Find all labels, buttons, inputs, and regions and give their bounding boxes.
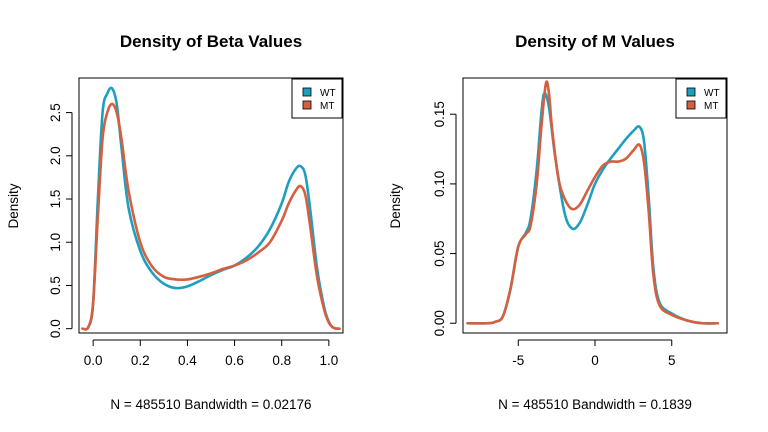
m-legend-box (675, 78, 727, 119)
m-series-line-mt (466, 80, 720, 325)
beta-legend-swatch-wt (302, 87, 312, 97)
beta-x-tick-label: 1.0 (319, 353, 338, 368)
beta-x-axis: 0.0 0.2 0.4 0.6 0.8 1.0 (84, 339, 338, 368)
beta-legend-label-wt: WT (320, 88, 336, 99)
m-legend-swatch-mt (686, 100, 696, 110)
m-x-tick-label: 0 (591, 353, 599, 368)
beta-plot-frame (78, 77, 344, 334)
beta-series-line-mt (81, 102, 341, 331)
beta-x-tick-label: 0.4 (178, 353, 197, 368)
m-y-axis-label: Density (388, 183, 403, 228)
beta-y-tick-label: 1.5 (48, 190, 63, 209)
beta-y-tick-label: 1.0 (48, 233, 63, 252)
m-y-tick-label: 0.00 (432, 310, 447, 336)
beta-legend: WT MT (291, 78, 343, 119)
beta-legend-label-mt: MT (320, 101, 334, 112)
beta-y-tick-label: 2.0 (48, 146, 63, 165)
beta-series-line-wt (81, 86, 341, 331)
m-y-axis: 0.00 0.05 0.10 0.15 (432, 101, 457, 336)
m-legend: WT MT (675, 78, 727, 119)
beta-y-tick-label: 0.0 (48, 319, 63, 338)
m-plot-frame (462, 77, 728, 334)
m-legend-swatch-wt (686, 87, 696, 97)
beta-x-tick-label: 0.2 (131, 353, 150, 368)
beta-y-axis-label: Density (6, 183, 21, 228)
m-x-axis-label: N = 485510 Bandwidth = 0.1839 (498, 397, 692, 412)
beta-series-lines (81, 86, 341, 331)
m-x-axis: -5 0 5 (512, 339, 676, 368)
m-y-tick-label: 0.15 (432, 101, 447, 127)
m-legend-label-mt: MT (704, 101, 718, 112)
beta-y-tick-label: 0.5 (48, 276, 63, 295)
beta-x-axis-label: N = 485510 Bandwidth = 0.02176 (110, 397, 311, 412)
beta-y-axis: 0.0 0.5 1.0 1.5 2.0 2.5 (48, 103, 73, 338)
beta-x-tick-label: 0.6 (225, 353, 244, 368)
m-x-tick-label: -5 (512, 353, 524, 368)
beta-density-panel: Density of Beta Values 0.0 0.5 1.0 1.5 2.0 2.… (6, 32, 344, 412)
m-series-lines (466, 80, 720, 325)
m-series-line-wt (466, 91, 720, 325)
m-y-tick-label: 0.05 (432, 240, 447, 266)
m-chart-title: Density of M Values (515, 32, 675, 51)
m-legend-label-wt: WT (704, 88, 720, 99)
beta-y-tick-label: 2.5 (48, 103, 63, 122)
beta-x-tick-label: 0.8 (272, 353, 291, 368)
beta-legend-swatch-mt (302, 100, 312, 110)
m-y-tick-label: 0.10 (432, 171, 447, 197)
beta-legend-box (291, 78, 343, 119)
beta-chart-title: Density of Beta Values (120, 32, 302, 51)
m-x-tick-label: 5 (668, 353, 676, 368)
m-density-panel: Density of M Values 0.00 0.05 0.10 0.15 -5 0… (388, 32, 728, 412)
beta-x-tick-label: 0.0 (84, 353, 103, 368)
